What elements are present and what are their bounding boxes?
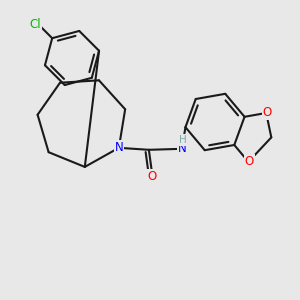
Text: O: O xyxy=(262,106,272,119)
Text: O: O xyxy=(147,170,157,183)
Text: H: H xyxy=(179,135,187,145)
Text: O: O xyxy=(245,155,254,168)
Text: N: N xyxy=(178,142,186,155)
Text: Cl: Cl xyxy=(29,18,41,31)
Text: N: N xyxy=(115,141,123,154)
